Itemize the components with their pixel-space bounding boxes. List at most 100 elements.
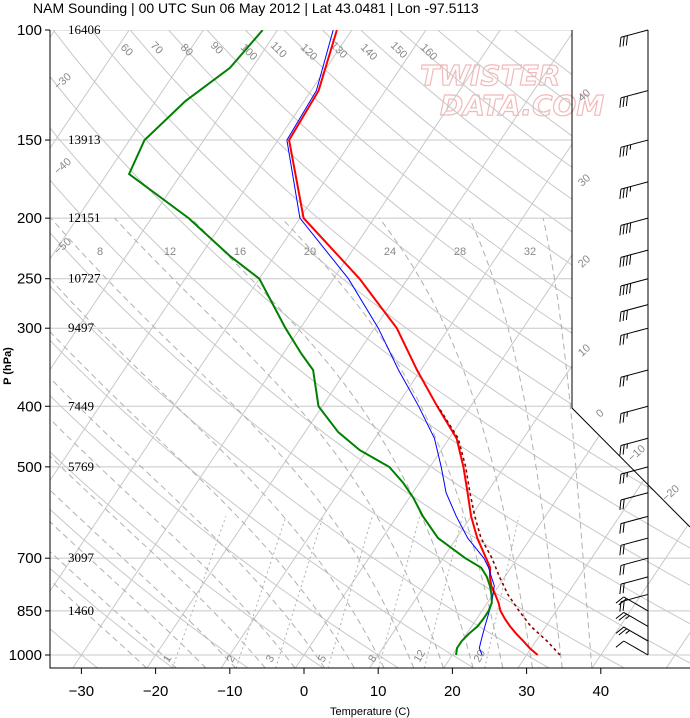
dry-adiabat-label: 120 xyxy=(298,42,319,63)
wind-barb-flag xyxy=(629,144,632,150)
wind-barb-flag xyxy=(619,499,622,510)
wind-barb-flag xyxy=(622,256,625,267)
wind-barb-flag xyxy=(619,523,622,534)
wind-barbs xyxy=(615,29,649,656)
wind-barb-flag xyxy=(622,583,625,594)
dry-adiabat xyxy=(91,30,690,668)
wind-barb-flag xyxy=(626,333,628,339)
height-label: 12151 xyxy=(68,210,101,225)
y-tick-label: 500 xyxy=(17,459,42,476)
theta-e-label: 32 xyxy=(524,246,536,258)
isotherm-label: −40 xyxy=(52,156,74,177)
y-tick-label: 150 xyxy=(17,132,42,149)
wind-barb-flag xyxy=(625,145,628,156)
axes: 1001502002503004005007008501000164061391… xyxy=(9,22,610,700)
wind-barb-flag xyxy=(622,188,625,199)
dry-adiabat xyxy=(398,30,690,668)
moist-adiabat xyxy=(542,217,593,668)
wind-barb xyxy=(620,369,649,378)
height-label: 13913 xyxy=(68,132,101,147)
wind-barb xyxy=(620,466,649,475)
y-axis-label: P (hPa) xyxy=(2,347,14,385)
wind-barb-flag xyxy=(626,411,628,417)
isotherm xyxy=(72,30,501,668)
wind-barb xyxy=(620,90,649,99)
isotherm xyxy=(50,30,353,668)
dry-adiabat xyxy=(283,30,690,668)
isotherm-label: 30 xyxy=(576,172,593,189)
wind-barb xyxy=(620,29,649,38)
wind-barb-flag xyxy=(615,640,625,648)
wind-barb xyxy=(620,557,649,566)
mixing-ratio-line xyxy=(327,516,373,668)
wind-barb-flag xyxy=(622,334,625,345)
temperature-trace xyxy=(288,30,539,656)
wind-barb xyxy=(620,405,649,415)
dry-adiabat xyxy=(50,30,690,668)
sounding-traces xyxy=(127,30,561,656)
wind-barb xyxy=(620,304,649,313)
mixing-ratio-line xyxy=(423,516,464,668)
x-tick-label: −10 xyxy=(217,683,242,700)
mixing-ratio-label: 1 xyxy=(161,653,174,664)
height-label: 16406 xyxy=(68,22,101,37)
wind-barb-flag xyxy=(619,37,622,48)
wind-barb xyxy=(623,611,649,627)
isotherm-label: 20 xyxy=(576,253,593,270)
dry-adiabat xyxy=(206,30,690,668)
wind-barb xyxy=(620,593,649,603)
wind-barb-flag xyxy=(625,284,628,295)
wind-barb-flag xyxy=(622,285,625,296)
wind-barb xyxy=(620,278,649,287)
wind-barb-flag xyxy=(619,147,622,158)
x-tick-label: 0 xyxy=(300,683,308,700)
wind-barb-flag xyxy=(625,630,630,634)
isotherm xyxy=(50,30,278,668)
dry-adiabat-label: 90 xyxy=(208,40,225,57)
isotherm xyxy=(50,30,130,668)
wind-barb-flag xyxy=(619,565,622,576)
mixing-ratio-line xyxy=(378,516,421,668)
dry-adiabat xyxy=(50,30,690,668)
isotherm-label: −30 xyxy=(52,71,74,92)
dry-adiabat-label: 110 xyxy=(268,40,289,61)
mixing-ratio-line xyxy=(235,516,287,668)
wind-barb-flag xyxy=(619,335,622,346)
moist-adiabat xyxy=(50,217,266,668)
wind-barb-flag xyxy=(629,254,632,265)
moist-adiabat xyxy=(50,217,385,668)
theta-e-label: 16 xyxy=(234,246,246,258)
wind-barb xyxy=(620,249,649,258)
moist-adiabat xyxy=(190,217,474,668)
dry-adiabat xyxy=(50,30,475,668)
wind-barb xyxy=(623,640,649,656)
moist-adiabat xyxy=(114,217,444,668)
dry-adiabat xyxy=(50,30,400,668)
moist-adiabat xyxy=(50,217,355,668)
moist-adiabat xyxy=(50,217,237,668)
wind-barb xyxy=(620,181,649,190)
mixing-ratio-line xyxy=(484,516,520,668)
mixing-ratio-label: 12 xyxy=(412,648,429,665)
y-tick-label: 400 xyxy=(17,398,42,415)
theta-e-label: 8 xyxy=(97,246,103,258)
wind-barb-flag xyxy=(622,499,625,510)
wind-barb-flag xyxy=(619,413,622,424)
theta-e-label: 12 xyxy=(164,246,176,258)
dry-adiabat xyxy=(50,30,625,668)
wind-barb-flag xyxy=(622,376,625,387)
wind-barb xyxy=(623,626,649,642)
mixing-ratio-label: 5 xyxy=(316,653,329,664)
x-axis-label: Temperature (C) xyxy=(330,706,410,718)
mixing-ratio-label: 20 xyxy=(472,648,489,665)
x-tick-label: 10 xyxy=(370,683,387,700)
dry-adiabat xyxy=(50,30,99,668)
height-label: 10727 xyxy=(68,271,101,286)
height-label: 9497 xyxy=(68,320,95,335)
height-label: 1460 xyxy=(68,603,94,618)
theta-e-label: 28 xyxy=(454,246,466,258)
isotherm xyxy=(443,30,690,668)
